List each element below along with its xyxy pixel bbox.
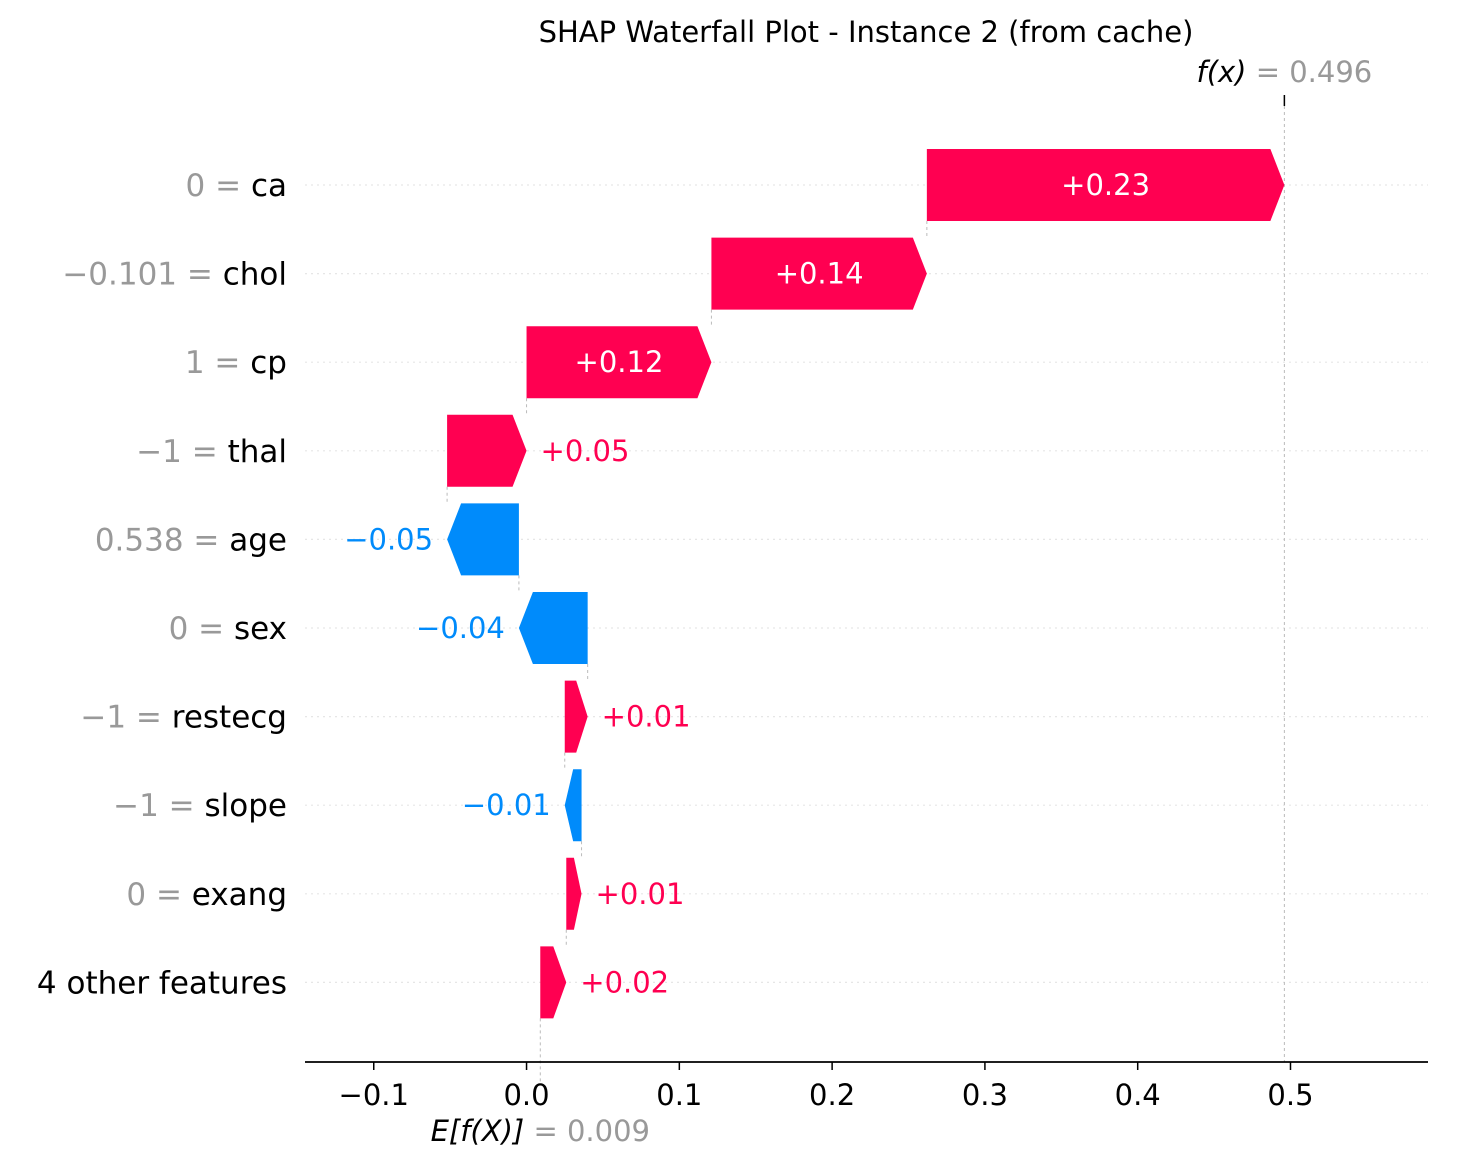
feature-label-layer: 0 = ca −0.101 = chol 1 = cp −1 = thal 0.538 … [37,168,287,1001]
bar-value-label: +0.23 [1061,168,1150,202]
guide-layer [446,106,1285,1085]
waterfall-bar [447,503,519,576]
x-tick-label: 0.2 [809,1078,855,1112]
feature-name: restecg [172,700,287,736]
feature-name: thal [228,434,287,470]
x-tick-label: 0.3 [962,1078,1008,1112]
feature-name: ca [251,168,287,204]
feature-value: −1 = [136,434,227,470]
waterfall-bar [566,857,582,930]
bar-value-label: +0.14 [775,257,864,291]
feature-label: 0 = sex [169,611,287,647]
bar-value-label: +0.05 [541,434,630,468]
waterfall-bar [564,769,582,842]
x-axis: −0.1 0.0 0.1 0.2 0.3 0.4 0.5 [305,1061,1428,1112]
bar-value-label: +0.02 [580,965,669,999]
feature-value: 1 = [185,345,250,381]
feature-label: 4 other features [37,965,287,1001]
feature-value: 0 = [186,168,251,204]
bar-value-label: −0.05 [344,522,433,556]
bar-value-label: −0.04 [416,611,505,645]
x-tick-label: 0.4 [1115,1078,1161,1112]
waterfall-bar [526,326,712,399]
feature-label: 0.538 = age [95,522,287,558]
feature-value: −0.101 = [62,257,222,293]
feature-value: 0.538 = [95,522,229,558]
feature-name: sex [234,611,287,647]
feature-label: −0.101 = chol [62,257,287,293]
feature-value: 0 = [126,877,191,913]
feature-name: chol [223,257,287,293]
x-tick-label: 0.5 [1267,1078,1313,1112]
feature-value: 0 = [169,611,234,647]
x-tick-label: 0.0 [503,1078,549,1112]
chart-title: SHAP Waterfall Plot - Instance 2 (from c… [539,15,1194,49]
bar-value-label: +0.01 [602,700,691,734]
bar-value-label: −0.01 [462,788,551,822]
feature-name: exang [192,877,287,913]
waterfall-bar [540,946,567,1019]
waterfall-bar [926,149,1285,221]
bar-value-label: +0.12 [575,345,664,379]
feature-value: −1 = [113,788,204,824]
feature-name: 4 other features [37,965,287,1001]
base-value-label: E[f(X)] = 0.009 [431,1114,650,1148]
output-value-marker: f(x) = 0.496 [1196,55,1372,106]
feature-name: age [229,522,287,558]
feature-label: −1 = restecg [80,700,287,736]
output-value-label: f(x) = 0.496 [1196,55,1372,89]
feature-label: −1 = thal [136,434,287,470]
x-tick-label: −0.1 [339,1078,409,1112]
x-tick-label: 0.1 [656,1078,702,1112]
waterfall-bar [564,680,588,753]
waterfall-bar [518,592,588,664]
feature-label: 0 = exang [126,877,287,913]
base-value-marker: E[f(X)] = 0.009 [431,1114,650,1148]
feature-label: 1 = cp [185,345,287,381]
feature-value: −1 = [80,700,171,736]
waterfall-bar [447,414,527,487]
feature-label: 0 = ca [186,168,287,204]
bar-layer: +0.23 +0.14 +0.12 +0.05 −0.05 −0.04 +0.01 −0.01… [344,149,1285,1019]
feature-name: slope [205,788,287,824]
feature-label: −1 = slope [113,788,287,824]
waterfall-bar [711,237,927,310]
feature-name: cp [250,345,287,381]
bar-value-label: +0.01 [596,877,685,911]
